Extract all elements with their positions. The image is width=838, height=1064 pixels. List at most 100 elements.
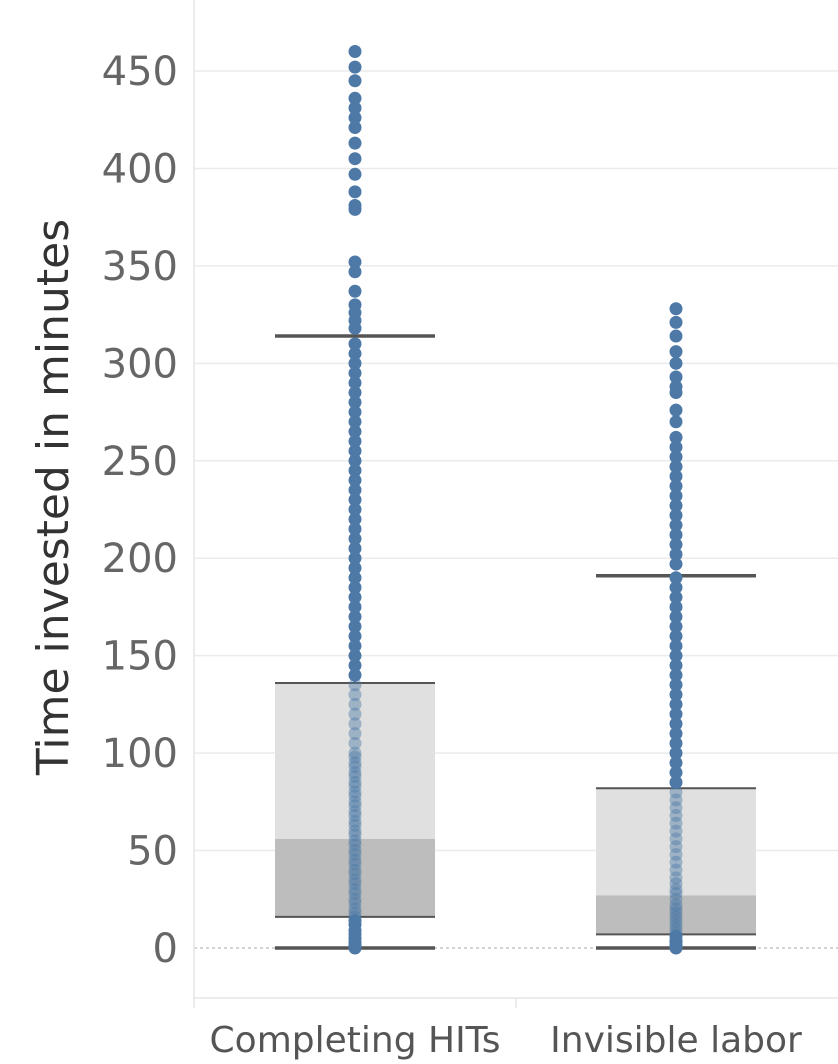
data-point	[348, 910, 362, 924]
data-point	[348, 814, 362, 828]
data-point	[348, 697, 362, 711]
data-point	[669, 619, 683, 633]
data-point	[669, 877, 683, 891]
y-tick-labels: 0 50 100 150 200 250 300 350 400 450	[102, 49, 178, 972]
data-point	[669, 380, 683, 394]
data-points	[348, 45, 683, 955]
data-point	[669, 736, 683, 750]
data-point	[669, 824, 683, 838]
data-point	[348, 395, 362, 409]
data-point	[669, 785, 683, 799]
data-point	[669, 600, 683, 614]
data-point	[348, 834, 362, 848]
data-point	[669, 315, 683, 329]
box-upper-half	[275, 682, 435, 839]
data-point	[348, 717, 362, 731]
data-point	[348, 727, 362, 741]
data-point	[348, 571, 362, 585]
data-point	[348, 799, 362, 813]
data-point	[348, 779, 362, 793]
data-point	[669, 925, 683, 939]
data-point	[669, 707, 683, 721]
data-point	[348, 853, 362, 867]
data-point	[348, 386, 362, 400]
y-tick-label: 100	[102, 731, 178, 777]
data-point	[348, 121, 362, 135]
data-point	[348, 298, 362, 312]
data-point	[348, 464, 362, 478]
data-point	[669, 508, 683, 522]
box-lower-half	[596, 895, 756, 935]
data-point	[669, 460, 683, 474]
data-point	[348, 877, 362, 891]
data-point	[348, 503, 362, 516]
data-point	[669, 746, 683, 760]
data-point	[669, 450, 683, 464]
data-point	[348, 886, 362, 900]
data-point	[348, 668, 362, 682]
y-tick-label: 450	[102, 49, 178, 95]
data-point	[669, 440, 683, 454]
data-point	[669, 329, 683, 343]
data-point	[669, 871, 683, 885]
data-point	[348, 425, 362, 439]
data-point	[669, 649, 683, 663]
data-point	[348, 91, 362, 105]
data-point	[669, 918, 683, 932]
data-point	[348, 906, 362, 920]
y-tick-label: 0	[153, 926, 178, 972]
data-point	[348, 284, 362, 298]
data-point	[348, 610, 362, 624]
data-point	[669, 489, 683, 503]
data-point	[669, 557, 683, 571]
data-point	[669, 610, 683, 624]
data-point	[669, 886, 683, 900]
y-axis-title: Time invested in minutes	[28, 219, 79, 776]
data-point	[669, 910, 683, 924]
y-tick-label: 50	[127, 829, 178, 875]
data-point	[348, 688, 362, 702]
data-point	[669, 580, 683, 594]
data-point	[669, 883, 683, 897]
data-point	[348, 736, 362, 750]
data-point	[348, 746, 362, 760]
data-point	[348, 265, 362, 279]
data-point	[348, 185, 362, 199]
data-point	[669, 816, 683, 830]
data-point	[348, 795, 362, 809]
data-point	[348, 405, 362, 419]
data-point	[348, 376, 362, 390]
data-point	[348, 756, 362, 770]
y-tick-label: 150	[102, 634, 178, 680]
data-point	[348, 493, 362, 507]
data-point	[669, 356, 683, 370]
box-lower-half	[275, 838, 435, 917]
data-point	[669, 922, 683, 936]
y-tick-label: 400	[102, 146, 178, 192]
data-point	[669, 863, 683, 877]
data-point	[348, 769, 362, 783]
data-point	[348, 198, 362, 212]
data-point	[669, 808, 683, 822]
data-point	[348, 863, 362, 877]
data-point	[348, 473, 362, 487]
data-point	[348, 532, 362, 546]
data-point	[669, 479, 683, 493]
data-point	[348, 590, 362, 604]
data-point	[348, 883, 362, 897]
data-point	[669, 892, 683, 906]
data-point	[669, 639, 683, 653]
data-point	[348, 454, 362, 468]
box-invisible-labor	[596, 574, 756, 950]
data-point	[348, 838, 362, 852]
data-point	[669, 766, 683, 780]
data-point	[348, 639, 362, 653]
data-point	[348, 74, 362, 88]
data-point	[348, 808, 362, 822]
data-point	[348, 541, 362, 555]
data-point	[348, 101, 362, 115]
data-point	[669, 469, 683, 483]
data-point	[348, 167, 362, 181]
data-point	[669, 658, 683, 672]
data-point	[669, 840, 683, 854]
